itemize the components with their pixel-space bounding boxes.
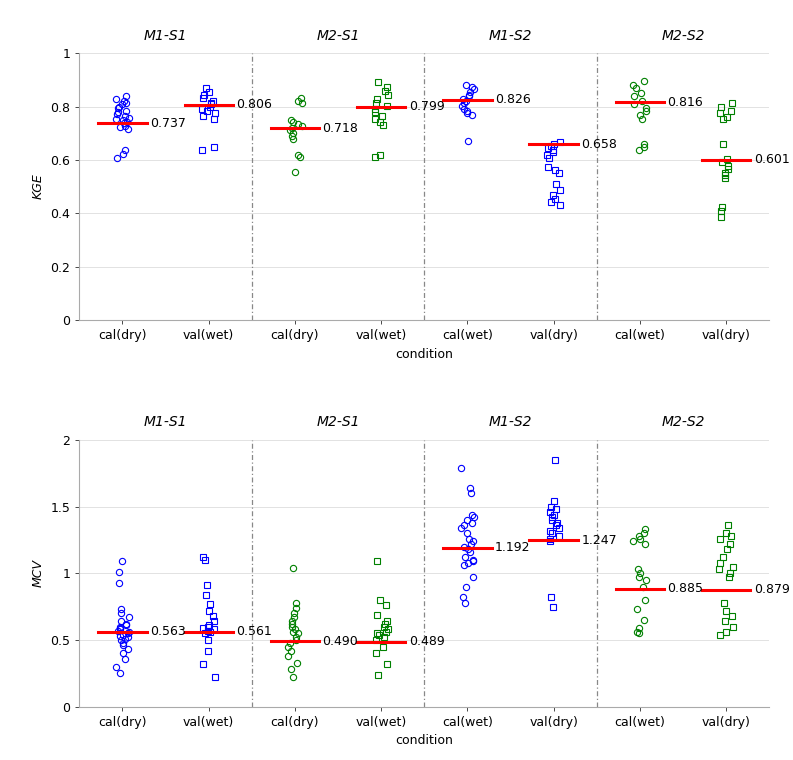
Text: 0.489: 0.489 <box>408 635 445 648</box>
Text: 0.799: 0.799 <box>408 100 445 113</box>
Text: 0.816: 0.816 <box>668 96 703 109</box>
Text: 1.247: 1.247 <box>581 534 617 547</box>
Y-axis label: KGE: KGE <box>32 174 44 199</box>
Text: 0.737: 0.737 <box>150 117 186 130</box>
Text: 0.601: 0.601 <box>753 154 790 166</box>
Text: M1-S1: M1-S1 <box>144 416 187 429</box>
Text: M2-S2: M2-S2 <box>661 29 705 43</box>
Text: 0.885: 0.885 <box>668 582 703 595</box>
Text: 0.658: 0.658 <box>581 138 617 151</box>
Text: 0.563: 0.563 <box>150 625 186 638</box>
Y-axis label: MCV: MCV <box>32 559 44 587</box>
Text: 0.806: 0.806 <box>236 99 272 112</box>
X-axis label: condition: condition <box>396 347 453 360</box>
Text: 0.718: 0.718 <box>323 122 358 135</box>
Text: 0.561: 0.561 <box>236 625 272 638</box>
X-axis label: condition: condition <box>396 734 453 747</box>
Text: M1-S1: M1-S1 <box>144 29 187 43</box>
Text: M2-S1: M2-S1 <box>316 416 360 429</box>
Text: 0.826: 0.826 <box>495 93 531 106</box>
Text: 0.879: 0.879 <box>753 583 790 596</box>
Text: M1-S2: M1-S2 <box>488 416 532 429</box>
Text: 1.192: 1.192 <box>495 541 531 554</box>
Text: M2-S2: M2-S2 <box>661 416 705 429</box>
Text: M1-S2: M1-S2 <box>488 29 532 43</box>
Text: M2-S1: M2-S1 <box>316 29 360 43</box>
Text: 0.490: 0.490 <box>323 635 358 648</box>
